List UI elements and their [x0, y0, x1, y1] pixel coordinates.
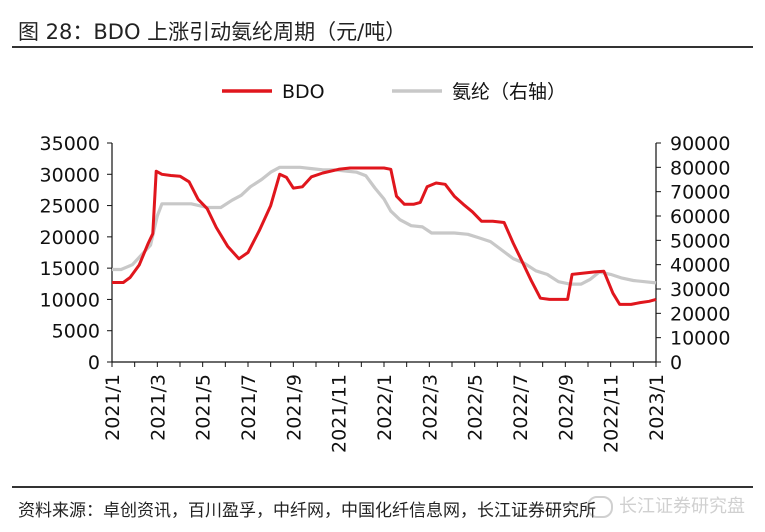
- y-left-tick-label: 20000: [40, 227, 100, 249]
- y-left-tick-label: 30000: [40, 164, 100, 186]
- y-right-tick-label: 50000: [670, 230, 730, 252]
- axes: 0500010000150002000025000300003500001000…: [40, 133, 731, 453]
- source-note: 资料来源：卓创资讯，百川盈孚，中纤网，中国化纤信息网，长江证券研究所: [18, 501, 596, 521]
- x-tick-label: 2021/1: [102, 374, 124, 441]
- x-tick-label: 2022/9: [555, 374, 577, 441]
- y-right-tick-label: 70000: [670, 182, 730, 204]
- y-left-tick-label: 10000: [40, 289, 100, 311]
- x-tick-label: 2021/9: [283, 374, 305, 441]
- y-right-tick-label: 80000: [670, 157, 730, 179]
- chart: BDO 氨纶（右轴） 0 5000 10000 15000 20000 25000 30000…: [40, 81, 731, 453]
- legend-label-bdo: BDO: [282, 81, 325, 103]
- series-line-spandex: [112, 165, 657, 286]
- watermark-icon: [587, 496, 613, 518]
- y-right-tick-label: 30000: [670, 279, 730, 301]
- y-right-tick-label: 0: [670, 352, 682, 374]
- x-tick-label: 2022/7: [510, 374, 532, 441]
- x-tick-label: 2021/11: [329, 374, 351, 453]
- y-right-tick-label: 20000: [670, 303, 730, 325]
- x-tick-label: 2022/11: [601, 374, 623, 453]
- watermark: 长江证券研究盘: [587, 492, 745, 518]
- page-title: 图 28：BDO 上涨引动氨纶周期（元/吨）: [18, 20, 407, 44]
- y-right-tick-label: 40000: [670, 255, 730, 277]
- x-tick-label: 2021/5: [193, 374, 215, 441]
- y-left-tick-label: 5000: [52, 321, 100, 343]
- y-left-tick-label: 35000: [40, 133, 100, 155]
- legend: BDO 氨纶（右轴）: [222, 81, 566, 103]
- legend-label-spandex: 氨纶（右轴）: [452, 81, 566, 103]
- x-tick-label: 2022/1: [374, 374, 396, 441]
- title-divider: [12, 46, 753, 48]
- x-tick-label: 2021/7: [238, 374, 260, 441]
- x-tick-label: 2021/3: [147, 374, 169, 441]
- series-group: [112, 165, 657, 306]
- x-tick-label: 2022/5: [465, 374, 487, 441]
- x-tick-label: 2023/1: [646, 374, 668, 441]
- y-right-tick-label: 90000: [670, 133, 730, 155]
- source-divider: [12, 486, 753, 488]
- y-right-tick-label: 60000: [670, 206, 730, 228]
- series-line-bdo: [112, 166, 657, 306]
- y-left-tick-label: 0: [88, 352, 100, 374]
- x-tick-label: 2022/3: [419, 374, 441, 441]
- y-right-tick-label: 10000: [670, 328, 730, 350]
- watermark-text: 长江证券研究盘: [619, 496, 745, 517]
- y-left-tick-label: 25000: [40, 196, 100, 218]
- y-left-tick-label: 15000: [40, 258, 100, 280]
